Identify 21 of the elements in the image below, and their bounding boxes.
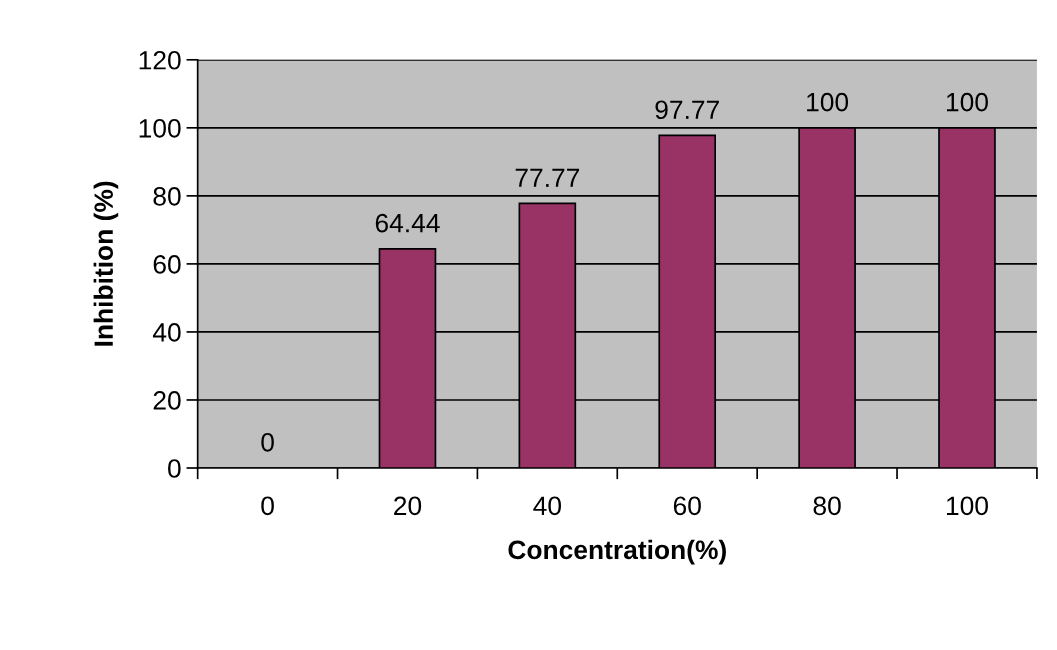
data-label: 0 — [261, 432, 274, 452]
x-tick-label: 100 — [946, 496, 988, 516]
y-tick-label: 40 — [152, 323, 181, 342]
x-tick-label: 80 — [813, 496, 841, 516]
data-label: 77.77 — [515, 168, 580, 187]
x-tick-label: 20 — [394, 496, 422, 516]
x-tick-label: 40 — [533, 496, 561, 516]
y-tick-label: 20 — [153, 391, 181, 410]
y-tick-label: 60 — [153, 255, 181, 274]
data-label: 64.44 — [375, 213, 440, 233]
x-tick-label: 60 — [673, 496, 701, 516]
y-tick-label: 0 — [168, 459, 181, 478]
y-tick-label: 100 — [139, 118, 181, 138]
data-label: 100 — [946, 92, 988, 112]
x-axis-title: Concentration(%) — [508, 539, 726, 565]
y-tick-label: 120 — [139, 50, 181, 70]
y-axis-title: Inhibition (%) — [93, 181, 119, 346]
data-label: 97.77 — [655, 100, 719, 120]
data-label: 100 — [807, 92, 849, 112]
y-tick-label: 80 — [153, 187, 181, 206]
x-tick-label: 0 — [261, 496, 274, 516]
